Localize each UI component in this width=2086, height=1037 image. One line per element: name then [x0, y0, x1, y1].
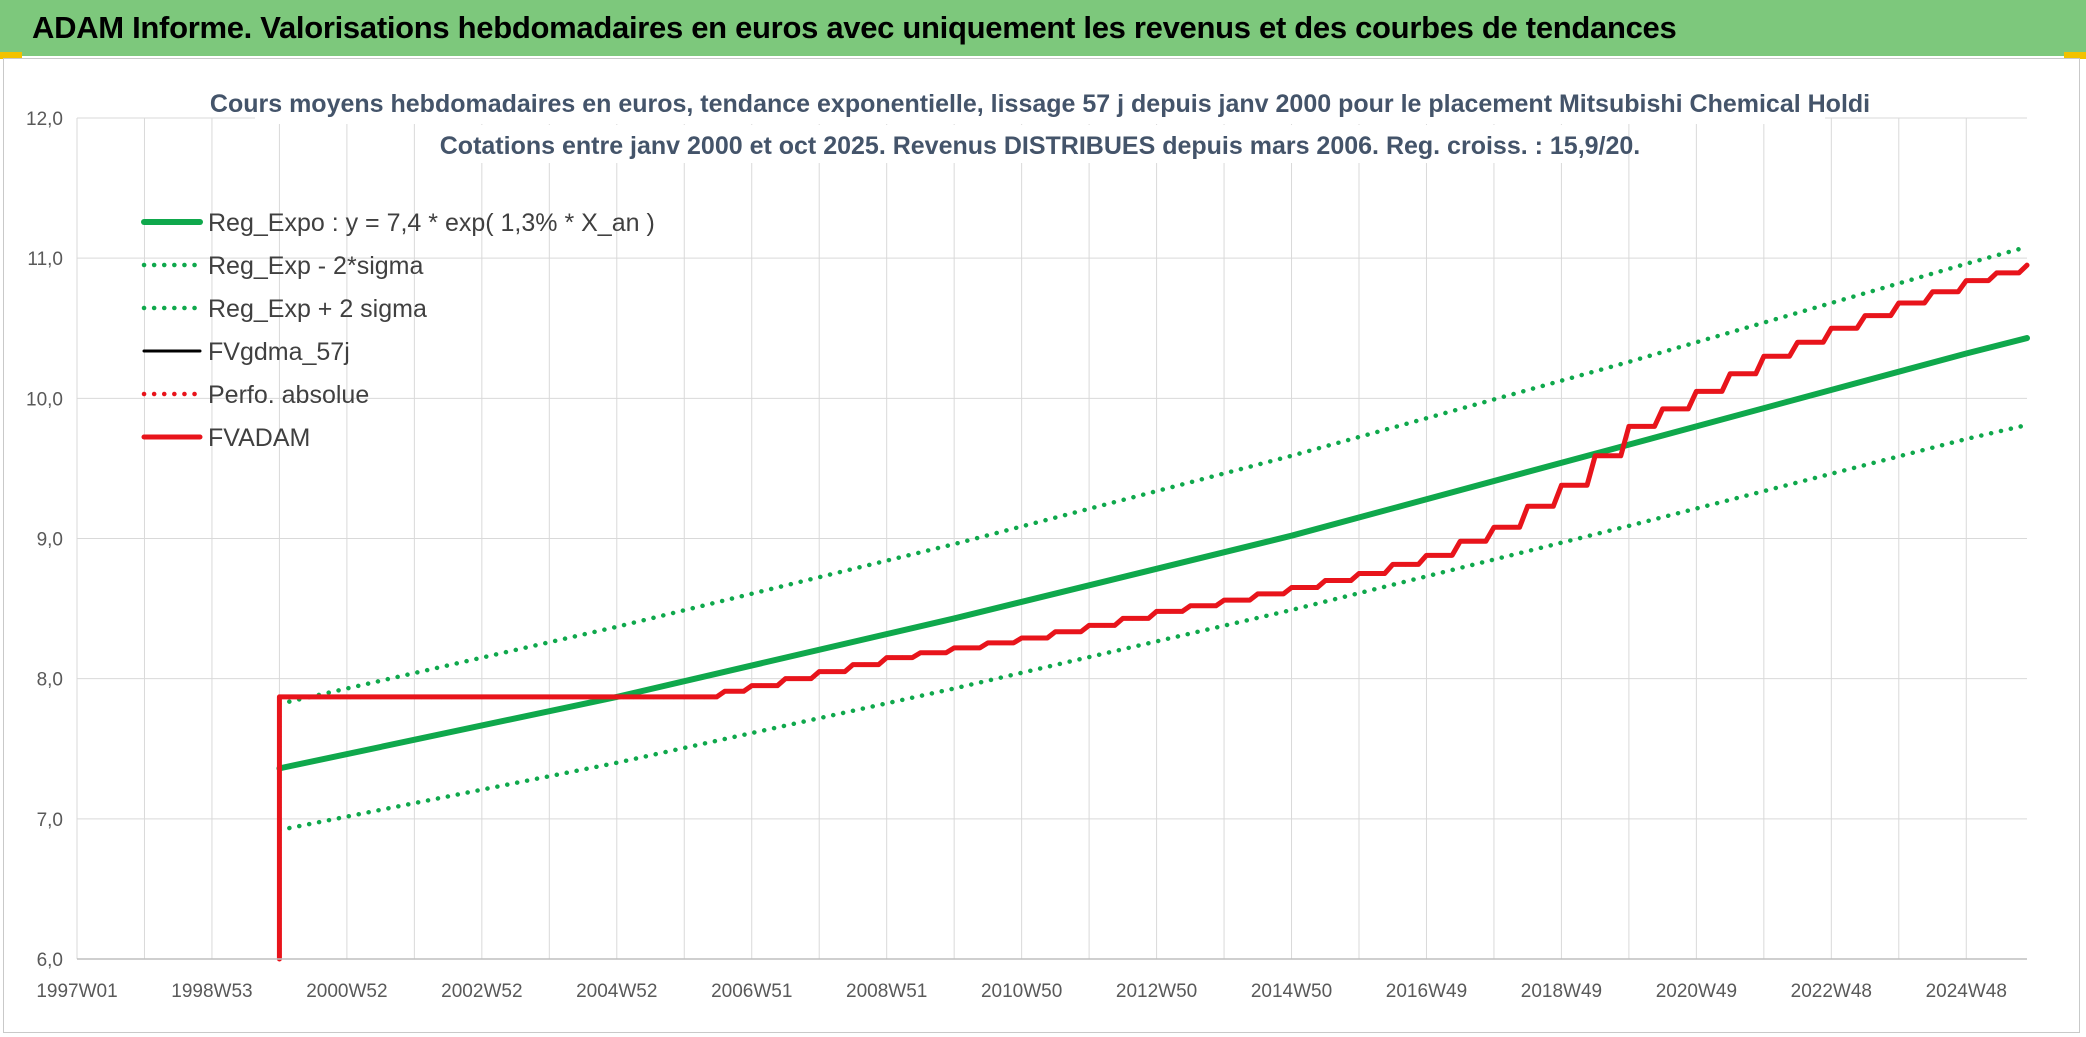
x-tick-label: 2008W51 [846, 981, 927, 1002]
legend-label-5: FVADAM [208, 424, 310, 452]
y-tick-label: 7,0 [37, 810, 63, 831]
title-bg-2 [470, 125, 1610, 163]
corner-accent-left [0, 52, 22, 59]
legend-label-0: Reg_Expo : y = 7,4 * exp( 1,3% * X_an ) [208, 209, 655, 237]
series-line-2 [277, 244, 2030, 707]
x-tick-label: 2016W49 [1386, 981, 1467, 1002]
header-bar: ADAM Informe. Valorisations hebdomadaire… [0, 0, 2086, 56]
title-bg-1 [255, 86, 1825, 124]
chart-axes: 6,0 7,0 8,0 9,0 10,0 11,0 12,0 1997W01 1998W53 20… [26, 109, 2027, 1002]
x-tick-label: 1997W01 [36, 981, 117, 1002]
x-tick-label: 2022W48 [1791, 981, 1872, 1002]
x-tick-label: 2002W52 [441, 981, 522, 1002]
x-tick-label: 2010W50 [981, 981, 1062, 1002]
chart-title-line-1: Cours moyens hebdomadaires en euros, ten… [210, 90, 1870, 118]
corner-accent-right [2064, 52, 2086, 59]
legend-label-1: Reg_Exp - 2*sigma [208, 252, 423, 280]
y-tick-label: 12,0 [26, 109, 63, 130]
x-tick-label: 2006W51 [711, 981, 792, 1002]
chart-frame [3, 58, 2080, 1033]
x-tick-label: 2024W48 [1926, 981, 2007, 1002]
legend-label-3: FVgdma_57j [208, 338, 350, 366]
x-tick-label: 2000W52 [306, 981, 387, 1002]
chart-grid [76, 117, 2027, 960]
x-tick-label: 2018W49 [1521, 981, 1602, 1002]
x-tick-label: 2012W50 [1116, 981, 1197, 1002]
y-tick-label: 8,0 [37, 670, 63, 691]
x-tick-label: 2014W50 [1251, 981, 1332, 1002]
series-line-0 [276, 335, 2030, 772]
x-tick-label: 2004W52 [576, 981, 657, 1002]
page-title: ADAM Informe. Valorisations hebdomadaire… [32, 10, 1677, 45]
x-tick-label: 2020W49 [1656, 981, 1737, 1002]
y-tick-label: 6,0 [37, 950, 63, 971]
chart-legend: Reg_Expo : y = 7,4 * exp( 1,3% * X_an ) R… [141, 209, 655, 452]
x-tick-label: 1998W53 [171, 981, 252, 1002]
series-line-1 [277, 422, 2030, 833]
chart-title: Cours moyens hebdomadaires en euros, ten… [210, 86, 1870, 163]
chart-series [276, 244, 2030, 962]
legend-label-2: Reg_Exp + 2 sigma [208, 295, 427, 323]
y-tick-label: 10,0 [26, 389, 63, 410]
y-tick-label: 11,0 [27, 249, 63, 270]
legend-label-4: Perfo. absolue [208, 381, 369, 409]
series-line-5 [276, 262, 2030, 962]
y-tick-label: 9,0 [37, 530, 63, 551]
chart-title-line-2: Cotations entre janv 2000 et oct 2025. R… [440, 132, 1641, 160]
